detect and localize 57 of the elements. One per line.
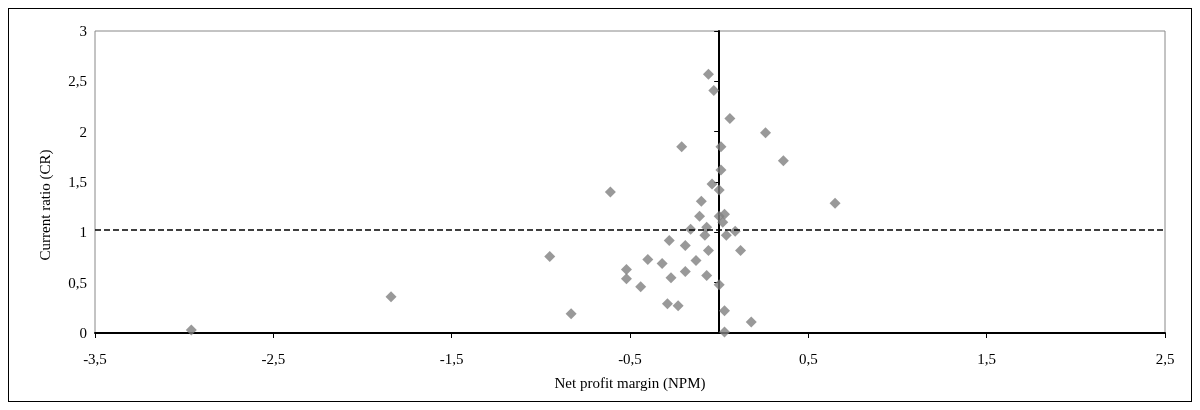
y-axis-title: Current ratio (CR) (36, 149, 54, 261)
point (385, 291, 397, 303)
point (829, 197, 841, 209)
point (719, 326, 731, 338)
y-tick-label: 1,5 (68, 174, 87, 190)
point (694, 210, 706, 222)
y-tick-label: 0 (79, 325, 87, 341)
x-tick-label: 2,5 (1155, 350, 1175, 367)
point (620, 273, 632, 285)
x-tick-label: 0,5 (798, 350, 818, 367)
y-tick-label: 2,5 (68, 73, 87, 90)
point (185, 324, 197, 336)
point (620, 264, 632, 276)
x-tick-label: -2,5 (261, 350, 286, 367)
x-tick-label: -3,5 (83, 350, 107, 367)
point (663, 234, 675, 246)
point (656, 258, 668, 270)
point (701, 270, 713, 282)
point (720, 229, 732, 241)
point (661, 298, 673, 310)
point (565, 308, 577, 320)
point (715, 164, 727, 176)
point (717, 216, 729, 228)
point (702, 244, 714, 256)
point (777, 155, 789, 167)
point (713, 279, 725, 291)
point (676, 141, 688, 153)
point (642, 254, 654, 266)
x-tick-label: -1,5 (439, 350, 464, 367)
point (699, 229, 711, 241)
point (760, 127, 772, 139)
x-tick-label: -0,5 (618, 350, 642, 367)
point (672, 300, 684, 312)
point (719, 208, 731, 220)
point (695, 195, 707, 207)
y-tick-label: 2 (79, 123, 87, 140)
point (690, 255, 702, 267)
point (665, 272, 677, 284)
point (679, 266, 691, 278)
point (544, 250, 556, 262)
point (713, 184, 725, 196)
x-tick-label: 1,5 (977, 350, 997, 367)
point (702, 68, 714, 80)
y-tick-label: 0,5 (68, 274, 87, 291)
point (679, 239, 691, 251)
point (706, 178, 718, 190)
point (604, 186, 616, 198)
point (735, 244, 747, 256)
x-axis-title: Net profit margin (NPM) (554, 374, 706, 392)
point (724, 113, 736, 125)
y-tick-label: 3 (79, 23, 87, 39)
point (708, 84, 720, 96)
point (745, 316, 757, 328)
point (715, 141, 727, 153)
point (719, 305, 731, 317)
point (635, 281, 647, 293)
y-tick-label: 1 (79, 224, 87, 241)
